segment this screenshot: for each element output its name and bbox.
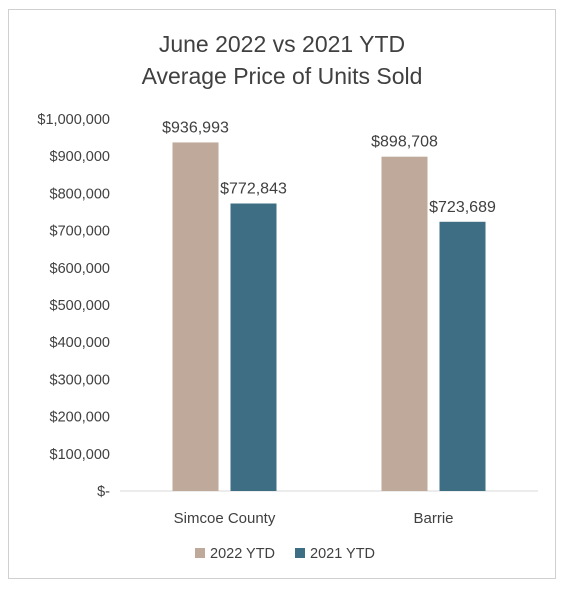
y-tick-label: $500,000 (50, 298, 110, 314)
y-tick-label: $900,000 (50, 149, 110, 165)
bar (439, 221, 486, 491)
y-axis: $- $100,000 $200,000 $300,000 $400,000 $500,0… (37, 112, 110, 500)
y-tick-label: $- (97, 484, 110, 500)
x-axis-categories: Simcoe County Barrie (174, 510, 454, 527)
data-label: $936,993 (162, 119, 229, 136)
bar (172, 142, 219, 491)
data-label: $723,689 (429, 199, 496, 216)
x-tick-label: Barrie (413, 510, 453, 527)
legend-label: 2021 YTD (310, 546, 375, 562)
legend-label: 2022 YTD (210, 546, 275, 562)
legend: 2022 YTD 2021 YTD (195, 546, 375, 562)
chart-title-line-2: Average Price of Units Sold (142, 63, 423, 89)
bar (230, 203, 277, 491)
chart-title-line-1: June 2022 vs 2021 YTD (159, 31, 405, 57)
data-label: $772,843 (220, 181, 287, 198)
y-tick-label: $600,000 (50, 261, 110, 277)
legend-swatch (295, 548, 305, 558)
data-label: $898,708 (371, 134, 438, 151)
y-tick-label: $800,000 (50, 186, 110, 202)
y-tick-label: $700,000 (50, 224, 110, 240)
y-tick-label: $200,000 (50, 410, 110, 426)
y-tick-label: $1,000,000 (37, 112, 110, 128)
legend-swatch (195, 548, 205, 558)
bar (381, 156, 428, 492)
y-tick-label: $100,000 (50, 447, 110, 463)
bars: $936,993 $772,843 $898,708 $723,689 (162, 119, 496, 492)
y-tick-label: $400,000 (50, 335, 110, 351)
x-tick-label: Simcoe County (174, 510, 276, 527)
y-tick-label: $300,000 (50, 372, 110, 388)
